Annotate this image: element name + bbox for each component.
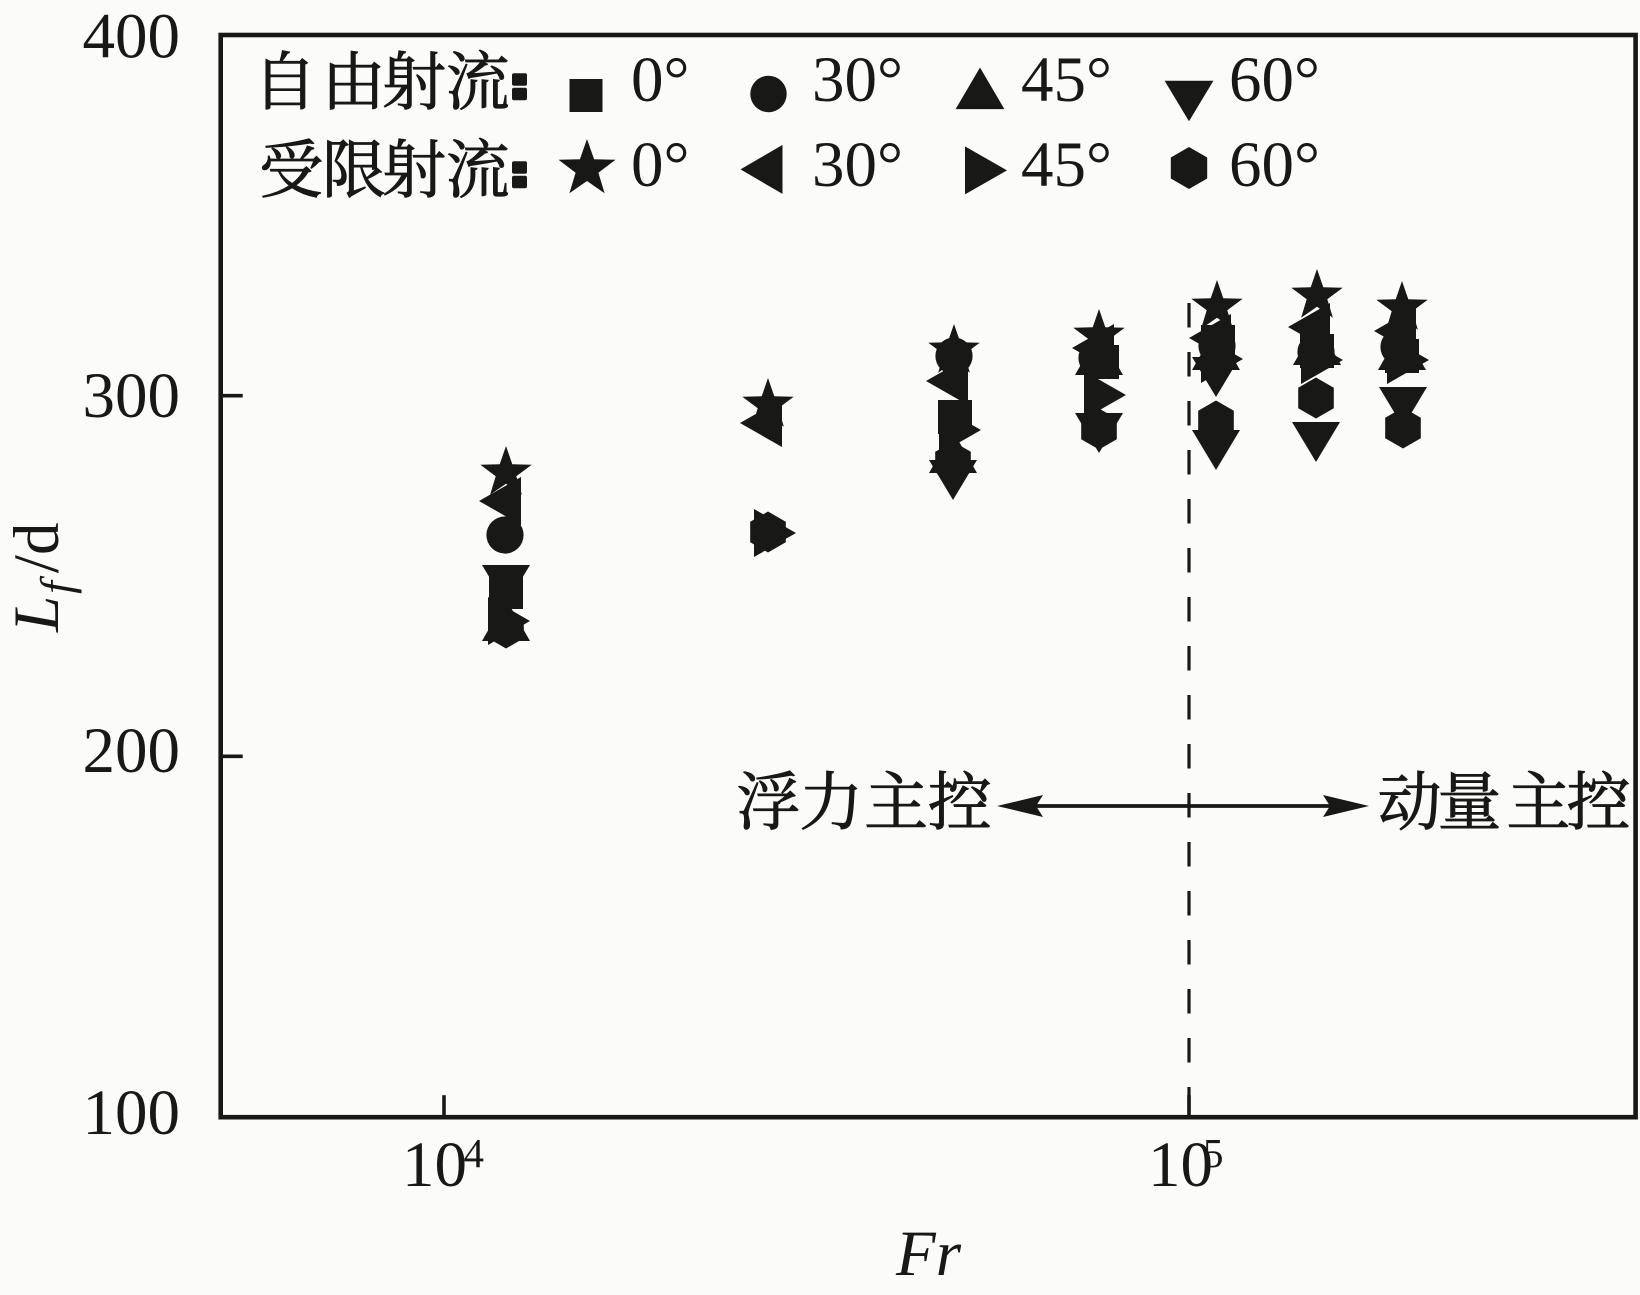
svg-text:0°: 0° xyxy=(631,129,690,201)
svg-text:0°: 0° xyxy=(631,44,690,116)
svg-text:10: 10 xyxy=(402,1129,467,1201)
svg-text:400: 400 xyxy=(83,1,181,73)
svg-text:200: 200 xyxy=(83,715,181,787)
svg-text:Fr: Fr xyxy=(895,1218,962,1290)
svg-text:10: 10 xyxy=(1148,1129,1213,1201)
svg-text:300: 300 xyxy=(83,360,181,432)
svg-text:5: 5 xyxy=(1203,1130,1224,1176)
svg-text:45°: 45° xyxy=(1021,44,1112,116)
svg-text:60°: 60° xyxy=(1229,129,1320,201)
svg-text:45°: 45° xyxy=(1021,129,1112,201)
svg-text:4: 4 xyxy=(464,1130,485,1176)
svg-text:30°: 30° xyxy=(812,129,903,201)
svg-text:Lf/d: Lf/d xyxy=(1,523,82,634)
svg-text:60°: 60° xyxy=(1229,44,1320,116)
svg-text:30°: 30° xyxy=(812,44,903,116)
svg-text:100: 100 xyxy=(83,1077,181,1149)
